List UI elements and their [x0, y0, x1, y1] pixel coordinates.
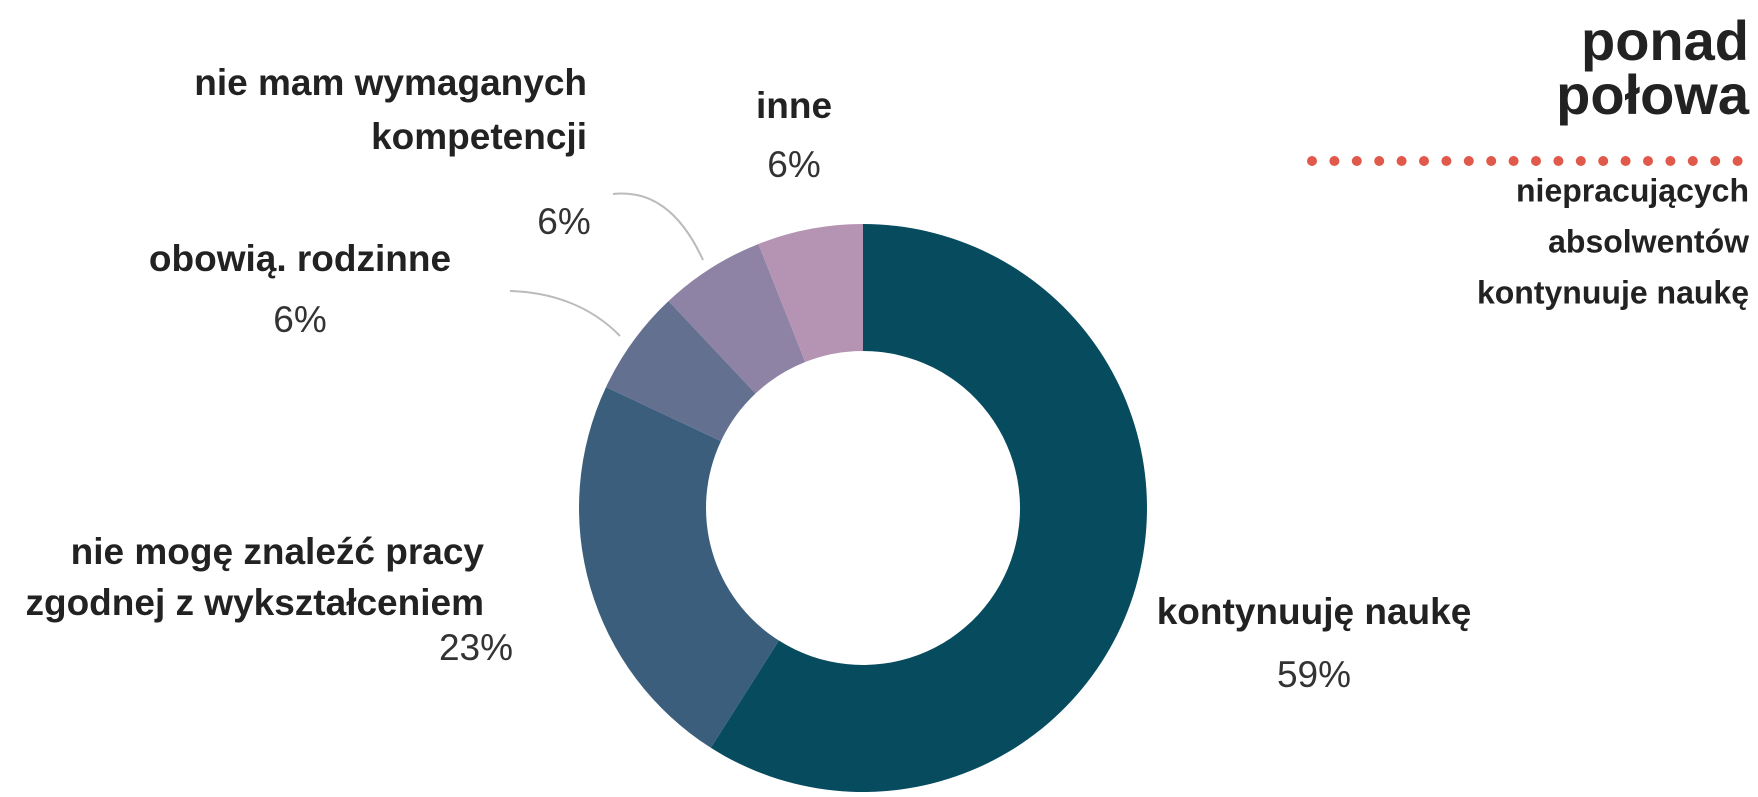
dot	[1329, 156, 1340, 166]
donut-segment	[758, 224, 863, 363]
dot	[1441, 156, 1452, 166]
dot	[1351, 156, 1362, 166]
connector	[612, 192, 704, 261]
dot	[1374, 156, 1385, 166]
category-label: nie mogę znaleźć pracy	[71, 531, 485, 572]
dot	[1598, 156, 1609, 166]
donut-segment	[710, 224, 1147, 792]
dot	[1553, 156, 1564, 166]
value-label: 6%	[537, 201, 590, 242]
subtitle: niepracujących	[1516, 172, 1749, 208]
dot	[1687, 156, 1698, 166]
dot	[1710, 156, 1721, 166]
category-label: kompetencji	[371, 116, 587, 157]
category-label: kontynuuję naukę	[1157, 591, 1472, 632]
donut-segment	[579, 387, 779, 748]
category-label: obowią. rodzinne	[149, 238, 451, 279]
dot	[1531, 156, 1541, 166]
dot	[1665, 156, 1676, 166]
category-label: inne	[756, 85, 832, 126]
dot	[1396, 156, 1407, 166]
value-label: 59%	[1277, 654, 1351, 695]
dot	[1307, 156, 1317, 166]
value-label: 23%	[439, 627, 513, 668]
headline: ponad	[1581, 9, 1749, 72]
dot-divider	[1307, 156, 1743, 166]
value-label: 6%	[767, 144, 820, 185]
category-label: nie mam wymaganych	[194, 62, 587, 103]
donut-segment	[606, 300, 756, 442]
category-label: zgodnej z wykształceniem	[25, 582, 484, 623]
dot	[1419, 156, 1429, 166]
dot	[1486, 156, 1497, 166]
headline: połowa	[1556, 63, 1750, 126]
dot	[1732, 156, 1743, 166]
dot	[1463, 156, 1474, 166]
donut-segment	[668, 243, 806, 394]
dot	[1643, 156, 1653, 166]
value-label: 6%	[273, 299, 326, 340]
subtitle: absolwentów	[1548, 223, 1749, 259]
connector	[509, 290, 621, 337]
dot	[1620, 156, 1631, 166]
dot	[1508, 156, 1519, 166]
dot	[1575, 156, 1586, 166]
subtitle: kontynuuje naukę	[1477, 274, 1749, 310]
